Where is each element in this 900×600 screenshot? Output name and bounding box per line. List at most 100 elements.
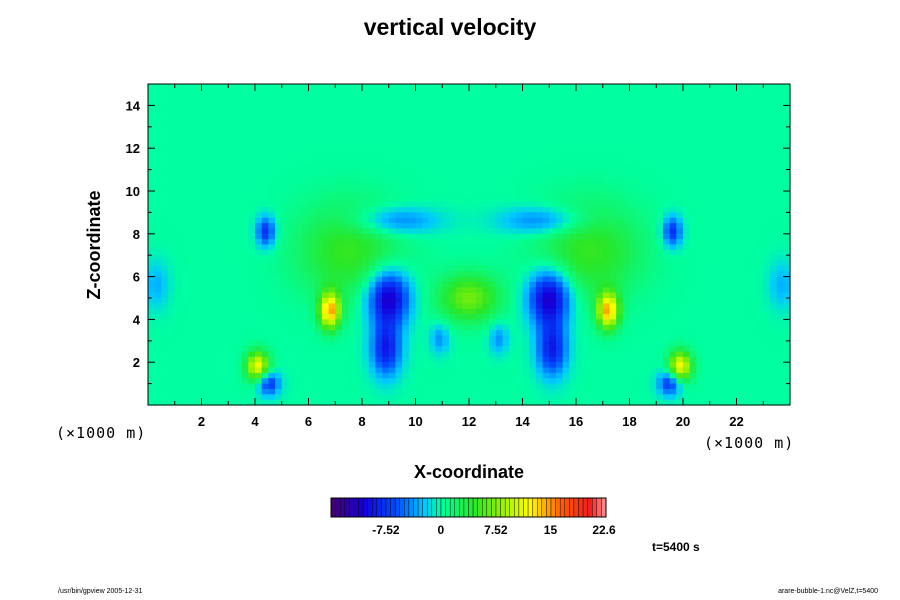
heatmap-cell bbox=[469, 100, 477, 106]
heatmap-cell bbox=[148, 255, 156, 262]
heatmap-cell bbox=[368, 314, 376, 320]
heatmap-cell bbox=[716, 265, 724, 272]
heatmap-cell bbox=[502, 142, 510, 149]
heatmap-cell bbox=[462, 298, 470, 304]
heatmap-cell bbox=[188, 158, 196, 165]
heatmap-cell bbox=[395, 303, 403, 310]
heatmap-cell bbox=[662, 105, 671, 112]
heatmap-cell bbox=[509, 153, 517, 160]
heatmap-cell bbox=[428, 340, 437, 347]
heatmap-cell bbox=[709, 153, 718, 160]
heatmap-cell bbox=[148, 212, 156, 219]
heatmap-cell bbox=[161, 314, 169, 320]
heatmap-cell bbox=[576, 308, 584, 315]
heatmap-cell bbox=[395, 314, 403, 320]
heatmap-cell bbox=[248, 281, 256, 288]
heatmap-cell bbox=[315, 249, 323, 256]
heatmap-cell bbox=[248, 164, 256, 171]
heatmap-cell bbox=[616, 142, 624, 149]
heatmap-cell bbox=[428, 185, 437, 192]
heatmap-cell bbox=[435, 255, 443, 262]
heatmap-cell bbox=[402, 314, 410, 320]
heatmap-cell bbox=[268, 142, 276, 149]
heatmap-cell bbox=[729, 148, 738, 155]
heatmap-cell bbox=[515, 89, 524, 96]
heatmap-cell bbox=[769, 308, 778, 315]
heatmap-cell bbox=[609, 239, 617, 246]
heatmap-cell bbox=[308, 180, 316, 187]
heatmap-cell bbox=[261, 84, 269, 90]
heatmap-cell bbox=[602, 276, 611, 283]
heatmap-cell bbox=[221, 153, 229, 160]
heatmap-cell bbox=[495, 249, 504, 256]
heatmap-cell bbox=[589, 185, 597, 192]
heatmap-cell bbox=[602, 137, 611, 144]
heatmap-cell bbox=[555, 351, 564, 358]
heatmap-cell bbox=[642, 324, 651, 331]
heatmap-cell bbox=[776, 276, 784, 283]
heatmap-cell bbox=[321, 260, 330, 267]
heatmap-cell bbox=[315, 330, 323, 337]
heatmap-cell bbox=[609, 196, 617, 203]
heatmap-cell bbox=[703, 180, 711, 187]
heatmap-cell bbox=[288, 84, 296, 90]
heatmap-cell bbox=[522, 303, 530, 310]
heatmap-cell bbox=[549, 356, 557, 363]
heatmap-cell bbox=[288, 142, 296, 149]
heatmap-cell bbox=[656, 217, 664, 224]
heatmap-cell bbox=[228, 164, 236, 171]
heatmap-cell bbox=[408, 142, 417, 149]
heatmap-cell bbox=[335, 239, 343, 246]
heatmap-cell bbox=[335, 158, 343, 165]
heatmap-cell bbox=[783, 185, 791, 192]
heatmap-cell bbox=[355, 351, 363, 358]
heatmap-cell bbox=[689, 244, 697, 251]
heatmap-cell bbox=[214, 319, 223, 326]
heatmap-cell bbox=[174, 233, 183, 240]
heatmap-cell bbox=[549, 169, 557, 176]
heatmap-cell bbox=[335, 110, 343, 117]
heatmap-cell bbox=[395, 169, 403, 176]
heatmap-cell bbox=[154, 335, 162, 342]
heatmap-cell bbox=[642, 153, 651, 160]
heatmap-cell bbox=[408, 132, 417, 139]
heatmap-cell bbox=[509, 84, 517, 90]
heatmap-cell bbox=[582, 174, 590, 181]
heatmap-cell bbox=[482, 340, 490, 347]
heatmap-cell bbox=[382, 142, 390, 149]
heatmap-cell bbox=[549, 89, 557, 96]
heatmap-cell bbox=[402, 265, 410, 272]
heatmap-cell bbox=[509, 212, 517, 219]
heatmap-cell bbox=[522, 287, 530, 294]
heatmap-cell bbox=[596, 292, 604, 299]
heatmap-cell bbox=[435, 110, 443, 117]
heatmap-cell bbox=[736, 174, 744, 181]
heatmap-cell bbox=[509, 271, 517, 278]
heatmap-cell bbox=[582, 340, 590, 347]
heatmap-cell bbox=[609, 233, 617, 240]
heatmap-cell bbox=[201, 340, 209, 347]
heatmap-cell bbox=[355, 292, 363, 299]
heatmap-cell bbox=[181, 217, 189, 224]
heatmap-cell bbox=[502, 201, 510, 208]
heatmap-cell bbox=[321, 314, 330, 320]
heatmap-cell bbox=[295, 271, 303, 278]
heatmap-cell bbox=[168, 100, 176, 106]
heatmap-cell bbox=[596, 185, 604, 192]
heatmap-cell bbox=[281, 142, 290, 149]
heatmap-cell bbox=[622, 191, 631, 197]
heatmap-cell bbox=[335, 356, 343, 363]
heatmap-cell bbox=[716, 249, 724, 256]
heatmap-cell bbox=[221, 276, 229, 283]
heatmap-cell bbox=[415, 110, 423, 117]
heatmap-cell bbox=[616, 303, 624, 310]
heatmap-cell bbox=[375, 308, 383, 315]
heatmap-cell bbox=[502, 169, 510, 176]
heatmap-cell bbox=[428, 346, 437, 353]
heatmap-cell bbox=[448, 351, 457, 358]
heatmap-cell bbox=[756, 260, 764, 267]
heatmap-cell bbox=[194, 314, 203, 320]
heatmap-cell bbox=[181, 84, 189, 90]
heatmap-cell bbox=[756, 255, 764, 262]
heatmap-cell bbox=[402, 89, 410, 96]
